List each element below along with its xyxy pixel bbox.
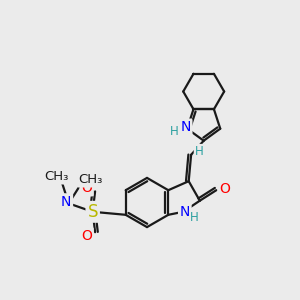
Text: N: N [180, 205, 190, 219]
Text: CH₃: CH₃ [44, 170, 69, 183]
Text: O: O [81, 181, 92, 195]
Text: H: H [190, 211, 199, 224]
Text: CH₃: CH₃ [78, 173, 103, 186]
Text: N: N [61, 195, 71, 209]
Text: N: N [181, 120, 191, 134]
Text: H: H [170, 124, 179, 138]
Text: O: O [219, 182, 230, 196]
Text: O: O [81, 229, 92, 243]
Text: S: S [87, 203, 98, 221]
Text: H: H [195, 145, 204, 158]
